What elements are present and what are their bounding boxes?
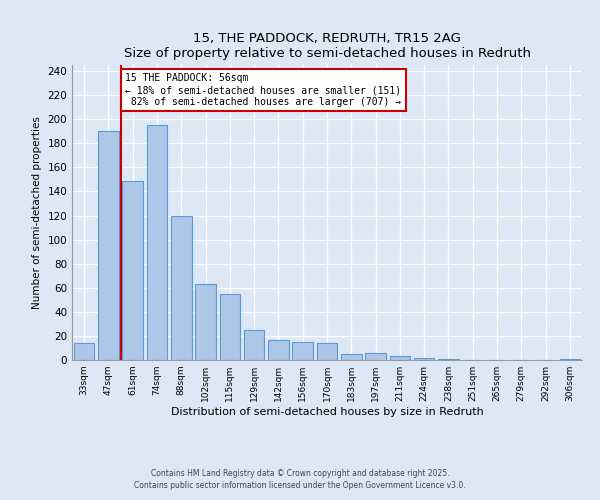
Bar	[292, 342, 313, 360]
X-axis label: Distribution of semi-detached houses by size in Redruth: Distribution of semi-detached houses by …	[170, 407, 484, 417]
Bar	[414, 358, 434, 360]
Title: 15, THE PADDOCK, REDRUTH, TR15 2AG
Size of property relative to semi-detached ho: 15, THE PADDOCK, REDRUTH, TR15 2AG Size …	[124, 32, 530, 60]
Bar	[438, 359, 459, 360]
Text: Contains HM Land Registry data © Crown copyright and database right 2025.
Contai: Contains HM Land Registry data © Crown c…	[134, 469, 466, 490]
Bar	[74, 343, 94, 360]
Bar	[220, 294, 240, 360]
Bar	[244, 330, 265, 360]
Bar	[122, 180, 143, 360]
Bar	[195, 284, 216, 360]
Bar	[98, 131, 119, 360]
Y-axis label: Number of semi-detached properties: Number of semi-detached properties	[32, 116, 42, 309]
Text: 15 THE PADDOCK: 56sqm
← 18% of semi-detached houses are smaller (151)
 82% of se: 15 THE PADDOCK: 56sqm ← 18% of semi-deta…	[125, 74, 401, 106]
Bar	[341, 354, 362, 360]
Bar	[146, 125, 167, 360]
Bar	[560, 359, 580, 360]
Bar	[171, 216, 191, 360]
Bar	[365, 353, 386, 360]
Bar	[268, 340, 289, 360]
Bar	[317, 343, 337, 360]
Bar	[389, 356, 410, 360]
